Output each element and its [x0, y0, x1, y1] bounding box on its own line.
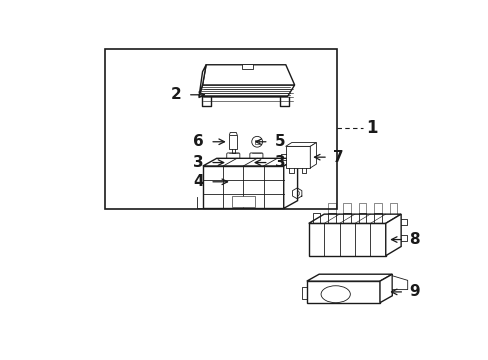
FancyBboxPatch shape — [249, 153, 263, 172]
Text: 8: 8 — [408, 232, 419, 247]
FancyBboxPatch shape — [226, 153, 239, 172]
Bar — [254, 140, 259, 144]
Text: 6: 6 — [193, 134, 203, 149]
Polygon shape — [199, 85, 294, 96]
Polygon shape — [203, 158, 297, 166]
Polygon shape — [285, 143, 316, 147]
Polygon shape — [306, 274, 391, 281]
Polygon shape — [202, 65, 294, 85]
Polygon shape — [308, 214, 400, 223]
Text: 2: 2 — [171, 87, 182, 102]
Text: 9: 9 — [408, 284, 419, 300]
Bar — [203, 166, 283, 208]
Bar — [306, 281, 379, 303]
Polygon shape — [283, 158, 297, 208]
Bar — [104, 49, 337, 209]
Bar — [285, 147, 310, 168]
Text: 3: 3 — [274, 155, 285, 170]
Circle shape — [251, 136, 262, 147]
Ellipse shape — [321, 286, 349, 303]
Text: 5: 5 — [274, 134, 285, 149]
Bar — [229, 135, 237, 149]
Text: 1: 1 — [366, 119, 377, 137]
Bar — [231, 196, 254, 207]
Circle shape — [235, 179, 240, 185]
Polygon shape — [310, 143, 316, 168]
Text: 4: 4 — [193, 174, 203, 189]
Text: 7: 7 — [333, 150, 344, 165]
Bar — [308, 223, 385, 256]
Polygon shape — [391, 276, 407, 289]
Polygon shape — [385, 214, 400, 256]
Circle shape — [294, 191, 299, 196]
Bar — [242, 64, 252, 69]
Text: 3: 3 — [193, 155, 203, 170]
Polygon shape — [199, 65, 205, 96]
Polygon shape — [379, 274, 391, 303]
